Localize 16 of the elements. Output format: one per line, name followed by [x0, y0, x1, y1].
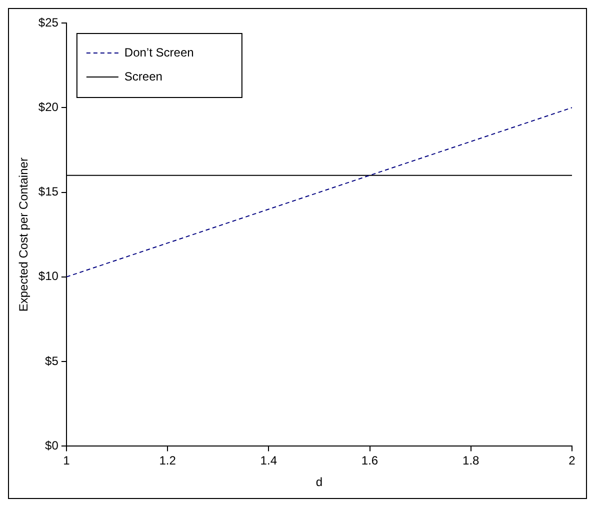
x-tick-label: 1.4	[260, 454, 278, 468]
y-axis-title: Expected Cost per Container	[16, 158, 31, 312]
x-tick-label: 1.6	[361, 454, 378, 468]
legend-label: Screen	[124, 69, 162, 84]
x-tick-label: 1	[63, 454, 70, 468]
y-tick-label: $25	[38, 15, 59, 30]
y-tick-label: $20	[38, 100, 59, 114]
x-tick-label: 1.2	[159, 454, 176, 468]
y-tick-label: $5	[45, 354, 59, 368]
x-axis-title: d	[316, 475, 323, 490]
y-tick-label: $15	[38, 184, 59, 199]
y-tick-label: $0	[45, 438, 59, 453]
x-tick-label: 1.8	[462, 454, 480, 468]
y-tick-label: $10	[38, 269, 59, 284]
x-tick-label: 2	[568, 454, 576, 468]
legend-label: Don’t Screen	[124, 45, 194, 60]
